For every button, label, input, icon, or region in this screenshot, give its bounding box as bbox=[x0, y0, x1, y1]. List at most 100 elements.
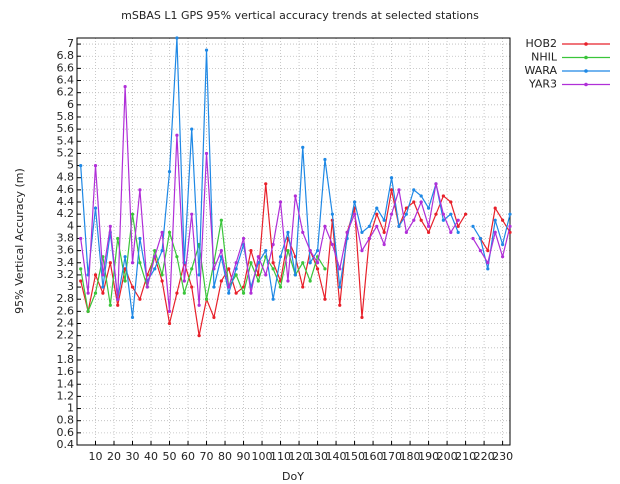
point bbox=[301, 145, 305, 149]
point bbox=[397, 188, 401, 192]
point bbox=[426, 230, 431, 234]
point bbox=[412, 218, 416, 222]
point bbox=[382, 230, 386, 234]
plot-frame bbox=[76, 37, 511, 446]
point bbox=[360, 315, 364, 320]
point bbox=[375, 206, 379, 210]
point bbox=[190, 127, 194, 131]
point bbox=[471, 236, 475, 241]
point bbox=[434, 182, 438, 186]
point bbox=[271, 267, 275, 271]
x-tick-label: 20 bbox=[107, 450, 121, 463]
x-tick-label: 180 bbox=[400, 450, 421, 463]
x-tick-label: 50 bbox=[163, 450, 177, 463]
point bbox=[130, 261, 135, 265]
point bbox=[367, 224, 371, 228]
point bbox=[449, 230, 453, 234]
point bbox=[308, 279, 312, 283]
legend-label: YAR3 bbox=[528, 78, 557, 91]
point bbox=[500, 218, 505, 222]
point bbox=[278, 285, 283, 289]
x-tick-label: 90 bbox=[237, 450, 251, 463]
point bbox=[434, 212, 438, 216]
y-tick-label: 2.8 bbox=[57, 292, 75, 305]
point bbox=[241, 236, 246, 241]
point bbox=[86, 309, 90, 313]
point bbox=[234, 273, 238, 277]
point bbox=[175, 291, 179, 295]
point bbox=[167, 321, 172, 326]
y-tick-label: 3 bbox=[67, 280, 74, 293]
point bbox=[323, 297, 327, 301]
point bbox=[286, 230, 290, 234]
point bbox=[227, 267, 231, 271]
point bbox=[153, 267, 157, 271]
y-tick-label: 5.6 bbox=[57, 122, 75, 135]
x-tick-label: 80 bbox=[218, 450, 232, 463]
x-tick-label: 160 bbox=[363, 450, 384, 463]
point bbox=[79, 267, 83, 271]
point bbox=[101, 291, 105, 295]
point bbox=[382, 218, 386, 222]
y-tick-label: 1.8 bbox=[57, 353, 75, 366]
point bbox=[360, 230, 364, 234]
point bbox=[493, 230, 497, 234]
point bbox=[271, 297, 275, 301]
point bbox=[93, 291, 98, 295]
y-tick-label: 6.4 bbox=[57, 74, 75, 87]
point bbox=[130, 285, 135, 289]
point bbox=[389, 188, 394, 192]
point bbox=[271, 242, 275, 247]
point bbox=[456, 224, 460, 228]
point bbox=[256, 255, 260, 259]
point bbox=[212, 267, 216, 271]
point bbox=[123, 84, 127, 89]
point bbox=[160, 279, 164, 283]
y-tick-label: 4.8 bbox=[57, 171, 75, 184]
point bbox=[219, 249, 223, 253]
x-tick-label: 10 bbox=[89, 450, 103, 463]
point bbox=[315, 249, 320, 253]
y-tick-label: 3.8 bbox=[57, 231, 75, 244]
point bbox=[167, 170, 172, 174]
point bbox=[500, 242, 505, 247]
x-tick-label: 170 bbox=[381, 450, 402, 463]
point bbox=[301, 261, 305, 265]
point bbox=[478, 236, 482, 241]
point bbox=[412, 188, 416, 192]
point bbox=[234, 291, 238, 295]
point bbox=[204, 48, 209, 52]
point bbox=[175, 255, 179, 259]
point bbox=[338, 303, 342, 307]
point bbox=[330, 242, 334, 247]
x-tick-label: 140 bbox=[326, 450, 347, 463]
point bbox=[338, 285, 342, 289]
x-tick-label: 200 bbox=[437, 450, 458, 463]
point bbox=[315, 261, 320, 265]
point bbox=[249, 261, 253, 265]
y-tick-label: 4.6 bbox=[57, 183, 75, 196]
point bbox=[463, 212, 468, 216]
legend-label: NHIL bbox=[531, 51, 558, 64]
x-tick-label: 120 bbox=[289, 450, 310, 463]
point bbox=[197, 273, 201, 277]
point bbox=[116, 297, 120, 301]
point bbox=[79, 163, 83, 168]
point bbox=[323, 267, 327, 271]
point bbox=[204, 297, 209, 301]
y-axis-label: 95% Vertical Accuracy (m) bbox=[13, 168, 26, 314]
point bbox=[301, 230, 305, 234]
y-tick-label: 1.2 bbox=[57, 389, 75, 402]
point bbox=[278, 255, 283, 259]
x-tick-label: 70 bbox=[200, 450, 214, 463]
x-tick-label: 210 bbox=[455, 450, 476, 463]
point bbox=[190, 267, 194, 271]
point bbox=[86, 291, 90, 295]
point bbox=[375, 212, 379, 216]
point bbox=[145, 285, 149, 289]
point bbox=[338, 267, 342, 271]
point bbox=[345, 230, 349, 234]
point bbox=[175, 133, 179, 137]
